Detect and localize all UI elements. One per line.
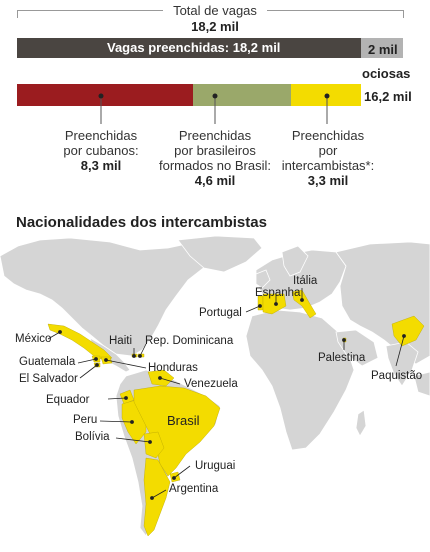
land-greenland — [177, 236, 263, 273]
label-guatemala: Guatemala — [19, 356, 76, 368]
land-uk — [255, 269, 271, 289]
total-value: 18,2 mil — [191, 19, 239, 34]
category-brasileiros: Preenchidas por brasileiros formados no … — [148, 128, 282, 188]
label-equador: Equador — [46, 394, 90, 406]
category-cubanos-value: 8,3 mil — [80, 158, 122, 173]
land-north-america — [0, 237, 215, 357]
segment-cubanos — [17, 84, 194, 106]
leader-paquistao — [395, 335, 405, 367]
leader-argentina — [151, 489, 167, 499]
label-paquistao: Paquistão — [371, 370, 423, 382]
label-espanha: Espanha — [255, 287, 301, 299]
land-arabia — [335, 329, 379, 367]
land-africa — [245, 309, 355, 451]
category-cubanos-line1: Preenchidas — [64, 128, 138, 143]
leader-equador — [107, 397, 127, 400]
map-highlighted-countries — [47, 289, 425, 537]
country-paquistao — [391, 315, 425, 347]
category-intercambistas: Preenchidas por intercambistas*: 3,3 mil — [272, 128, 384, 188]
leader-honduras — [105, 359, 147, 369]
stacked-total-label: 16,2 mil — [364, 89, 412, 104]
leader-lines — [98, 93, 330, 124]
dot-equador — [124, 396, 128, 400]
category-intercambistas-line3: intercambistas*: — [281, 158, 375, 173]
total-label: Total de vagas — [173, 3, 257, 18]
leader-dot-brasileiros — [212, 93, 218, 99]
land-madagascar — [355, 409, 367, 437]
dot-rep-dominicana — [138, 354, 142, 358]
dot-palestina — [342, 338, 346, 342]
leader-dot-cubanos — [98, 93, 104, 99]
label-honduras: Honduras — [148, 362, 198, 374]
label-uruguai: Uruguai — [195, 460, 236, 472]
filled-bar-label: Vagas preenchidas: 18,2 mil — [107, 40, 281, 55]
dot-honduras — [104, 358, 108, 362]
label-mexico: México — [15, 333, 52, 345]
label-rep-dominicana: Rep. Dominicana — [145, 335, 234, 347]
bracket-tick-right — [403, 10, 404, 18]
leader-uruguai — [173, 465, 191, 479]
category-brasileiros-line1: Preenchidas — [178, 128, 252, 143]
label-italia: Itália — [293, 275, 318, 287]
dot-portugal — [258, 304, 262, 308]
label-haiti: Haiti — [109, 335, 133, 347]
dot-peru — [130, 420, 134, 424]
category-intercambistas-value: 3,3 mil — [307, 173, 349, 188]
land-southeast-asia — [413, 371, 430, 397]
leader-guatemala — [77, 358, 97, 364]
country-brasil — [133, 385, 221, 477]
segment-brasileiros — [193, 84, 291, 106]
category-intercambistas-line2: por — [318, 143, 338, 158]
leader-dot-intercambistas — [324, 93, 330, 99]
category-brasileiros-line2: por brasileiros — [174, 143, 256, 158]
dot-venezuela — [158, 376, 162, 380]
country-argentina — [143, 457, 171, 537]
dot-haiti — [132, 354, 136, 358]
dot-italia — [300, 298, 304, 302]
leader-mexico — [47, 331, 61, 340]
label-peru: Peru — [73, 414, 98, 426]
category-cubanos: Preenchidas por cubanos: 8,3 mil — [40, 128, 162, 173]
label-venezuela: Venezuela — [184, 378, 238, 390]
leader-peru — [99, 420, 133, 423]
label-portugal: Portugal — [199, 307, 242, 319]
dot-argentina — [150, 496, 154, 500]
world-map — [0, 236, 430, 537]
dot-paquistao — [402, 334, 406, 338]
leader-rep-dominicana — [139, 343, 147, 357]
dot-bolivia — [148, 440, 152, 444]
label-palestina: Palestina — [318, 352, 366, 364]
category-intercambistas-line1: Preenchidas — [291, 128, 365, 143]
label-bolivia: Bolívia — [75, 431, 110, 443]
label-brasil: Brasil — [167, 413, 200, 428]
land-scandinavia — [281, 245, 309, 277]
country-bolivia — [143, 431, 165, 459]
dot-espanha — [274, 302, 278, 306]
label-el-salvador: El Salvador — [19, 373, 78, 385]
idle-note-label: ociosas — [362, 66, 411, 81]
country-italia — [291, 289, 317, 319]
leader-portugal — [245, 305, 261, 313]
label-argentina: Argentina — [169, 483, 219, 495]
land-india — [385, 341, 419, 387]
idle-bar — [360, 38, 403, 58]
leader-venezuela — [159, 377, 181, 385]
bracket-left — [17, 10, 163, 11]
dot-mexico — [58, 330, 62, 334]
dot-el-salvador — [95, 363, 99, 367]
map-title: Nacionalidades dos intercambistas — [16, 214, 267, 231]
dot-guatemala — [94, 357, 98, 361]
leader-el-salvador — [79, 364, 98, 379]
bracket-right — [267, 10, 403, 11]
map-leader-lines — [47, 288, 406, 500]
leader-bolivia — [115, 437, 151, 443]
category-brasileiros-line3: formados no Brasil: — [159, 158, 271, 173]
bracket-tick-left — [17, 10, 18, 18]
dot-uruguai — [172, 476, 176, 480]
category-cubanos-line2: por cubanos: — [63, 143, 139, 158]
category-brasileiros-value: 4,6 mil — [194, 173, 236, 188]
idle-value-label: 2 mil — [368, 42, 398, 57]
filled-bar — [17, 38, 361, 58]
